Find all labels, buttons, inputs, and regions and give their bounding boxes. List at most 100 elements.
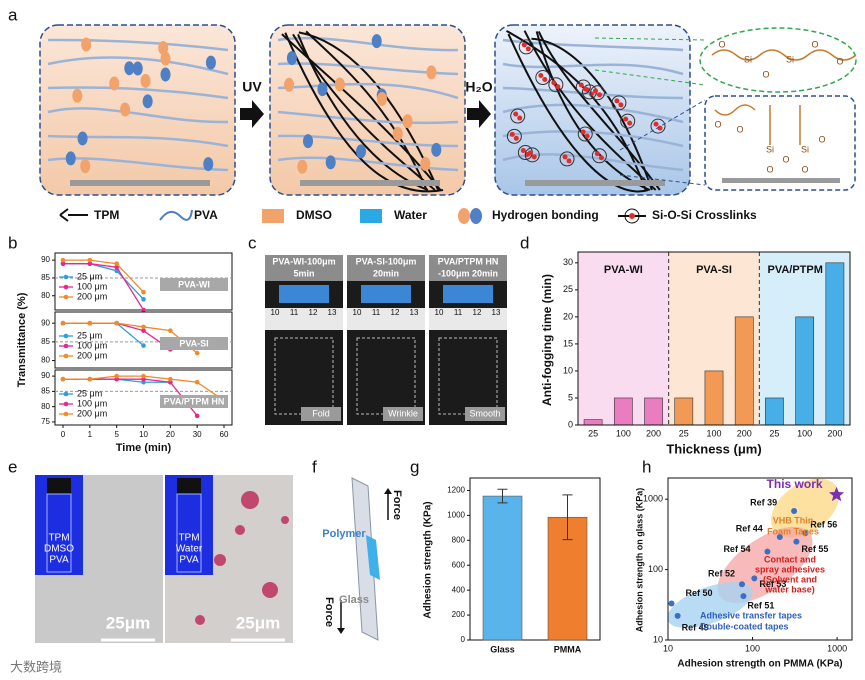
vial-label: PVA [179, 555, 199, 566]
bar [583, 419, 603, 426]
molecule [334, 77, 345, 92]
region-label: (Solvent and [763, 574, 817, 584]
point [740, 593, 747, 600]
legend-swatch [63, 333, 69, 339]
hbond [593, 88, 599, 94]
molecule [160, 51, 171, 66]
atom: Si [744, 54, 752, 64]
ruler-number: 13 [410, 308, 419, 317]
y-tick-label: 90 [41, 371, 50, 380]
hbond [627, 120, 633, 126]
pva-chain [502, 153, 684, 172]
point-label: Ref 51 [747, 600, 774, 610]
y-tick-label: 20 [563, 311, 573, 321]
ruler-number: 13 [328, 308, 337, 317]
legend-swatch [63, 411, 69, 417]
y-tick-label: 25 [563, 284, 573, 294]
bar [765, 397, 784, 426]
y-tick-label: 75 [41, 417, 50, 426]
scale-bar-label: 25μm [236, 613, 280, 632]
hbond-site [510, 108, 526, 124]
photo [347, 255, 425, 425]
legend-label: Hydrogen bonding [492, 208, 599, 222]
arrow [240, 100, 264, 128]
point [668, 600, 675, 607]
point [194, 350, 200, 356]
x-tick-label: 20 [166, 430, 175, 439]
hbond [517, 115, 523, 121]
region-label: Adhesive transfer tapes [700, 610, 802, 620]
x-axis-label: Adhesion strength on PMMA (KPa) [677, 659, 842, 670]
x-tick-label: PMMA [554, 644, 582, 654]
legend-label: 200 μm [77, 408, 107, 418]
point [168, 328, 173, 333]
watermark: 大数跨境 [10, 659, 62, 674]
pva-chain [47, 107, 229, 124]
legend-label: Si-O-Si Crosslinks [652, 208, 757, 222]
molecule [286, 51, 297, 66]
crosslink [523, 30, 657, 191]
vial-label: TPM [48, 533, 69, 544]
point [87, 320, 93, 326]
x-tick-label: 200 [827, 428, 842, 438]
hbond [580, 129, 586, 135]
hbond [594, 151, 600, 157]
photo-caption: 5min [293, 268, 314, 278]
ruler-number: 11 [372, 308, 381, 317]
y-tick-label: 90 [41, 255, 50, 264]
hbond [623, 116, 629, 122]
pva-chain [277, 110, 459, 125]
region-label: spray adhesives [755, 564, 825, 574]
molecule [124, 61, 135, 76]
pva-chain [47, 86, 229, 100]
annotation-bg [160, 395, 228, 408]
ruler-number: 10 [435, 308, 444, 317]
x-axis-label: Thickness (μm) [666, 441, 761, 456]
hbond [509, 131, 515, 137]
bar [674, 397, 694, 426]
point [60, 261, 66, 266]
group-label: PVA/PTPM HN [767, 264, 841, 276]
y-tick-label: 200 [452, 610, 466, 619]
hbond [598, 155, 604, 161]
point [141, 328, 146, 333]
hbond-site [524, 147, 540, 163]
polymer-layer [366, 535, 380, 580]
atom: O [782, 154, 789, 164]
hbond [513, 135, 519, 141]
molecule [72, 88, 83, 103]
molecule [297, 159, 308, 174]
molecule [431, 142, 442, 157]
legend-swatch [63, 401, 69, 407]
bond-chain [714, 104, 801, 145]
ruler [265, 308, 343, 330]
droplet [241, 491, 259, 509]
hbond [566, 158, 572, 164]
point [87, 257, 93, 263]
plot-frame [469, 477, 601, 641]
annotation-bg [160, 337, 228, 350]
panel-label: e [8, 457, 17, 476]
hbond-site [575, 79, 591, 95]
pva-chain [502, 103, 684, 124]
zoom-ellipse [699, 27, 857, 93]
panel-label: h [642, 457, 651, 476]
y-tick-label: 1000 [643, 494, 663, 504]
molecule [317, 82, 328, 97]
clip [279, 285, 329, 303]
x-tick-label: 1 [88, 430, 93, 439]
legend-swatch [63, 284, 69, 290]
vial-label: TPM [178, 533, 199, 544]
mode-label: Fold [312, 408, 330, 418]
bar [734, 316, 754, 426]
error-bar [497, 488, 508, 504]
hbond-site [577, 126, 593, 142]
clip [361, 285, 411, 303]
hbond-site [535, 70, 551, 86]
molecule [420, 156, 431, 171]
caption-bg [347, 255, 425, 281]
y-tick-label: 100 [648, 564, 663, 574]
droplet [281, 516, 289, 524]
